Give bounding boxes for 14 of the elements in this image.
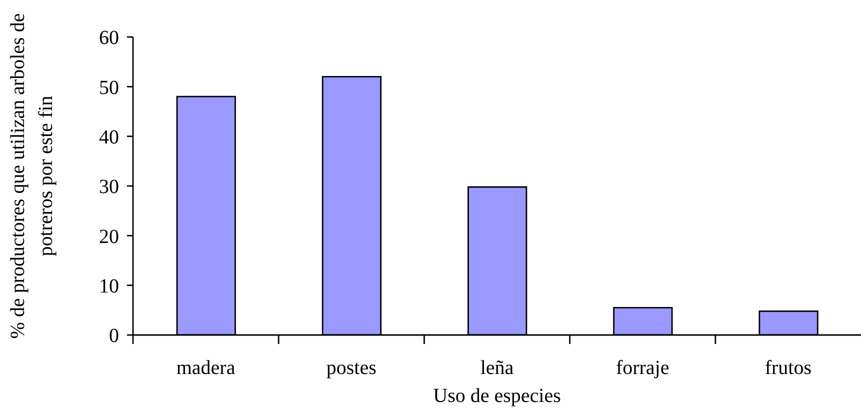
y-tick-label: 40 [99,126,119,148]
y-tick-label: 10 [99,275,119,298]
y-tick-label: 30 [99,176,119,198]
x-tick-label: leña [480,357,514,379]
y-axis-title: % de productores que utilizan arboles de potreros por este fin [7,13,57,339]
y-tick-label: 0 [109,325,119,348]
x-tick-label: postes [326,357,377,379]
x-axis-title: Uso de especies [433,385,562,407]
y-tick-label: 60 [99,27,119,50]
y-tick-label: 20 [99,226,119,248]
x-tick-label: frutos [764,357,812,379]
x-tick-label: madera [176,357,236,379]
y-tick-label: 50 [99,76,119,99]
x-tick-label: forraje [616,357,670,379]
